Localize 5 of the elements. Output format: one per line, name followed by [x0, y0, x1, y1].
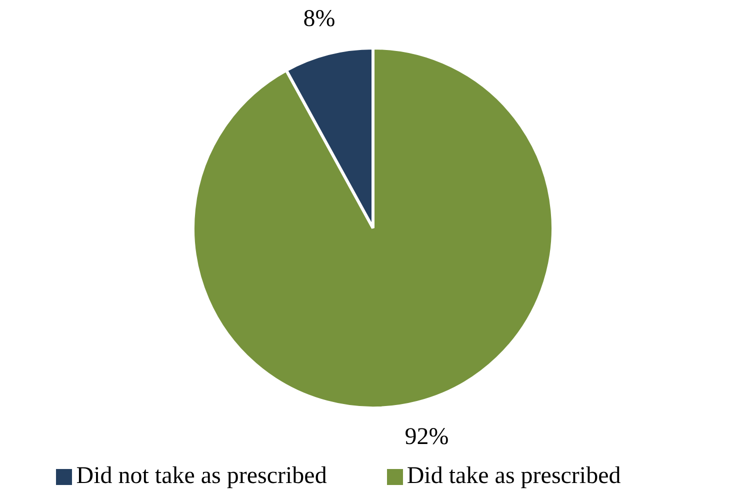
data-label: 92%: [404, 424, 449, 450]
pie-slice: [192, 46, 554, 410]
legend-label: Did take as prescribed: [406, 463, 621, 489]
legend-label: Did not take as prescribed: [76, 463, 327, 489]
data-label: 8%: [303, 6, 336, 32]
